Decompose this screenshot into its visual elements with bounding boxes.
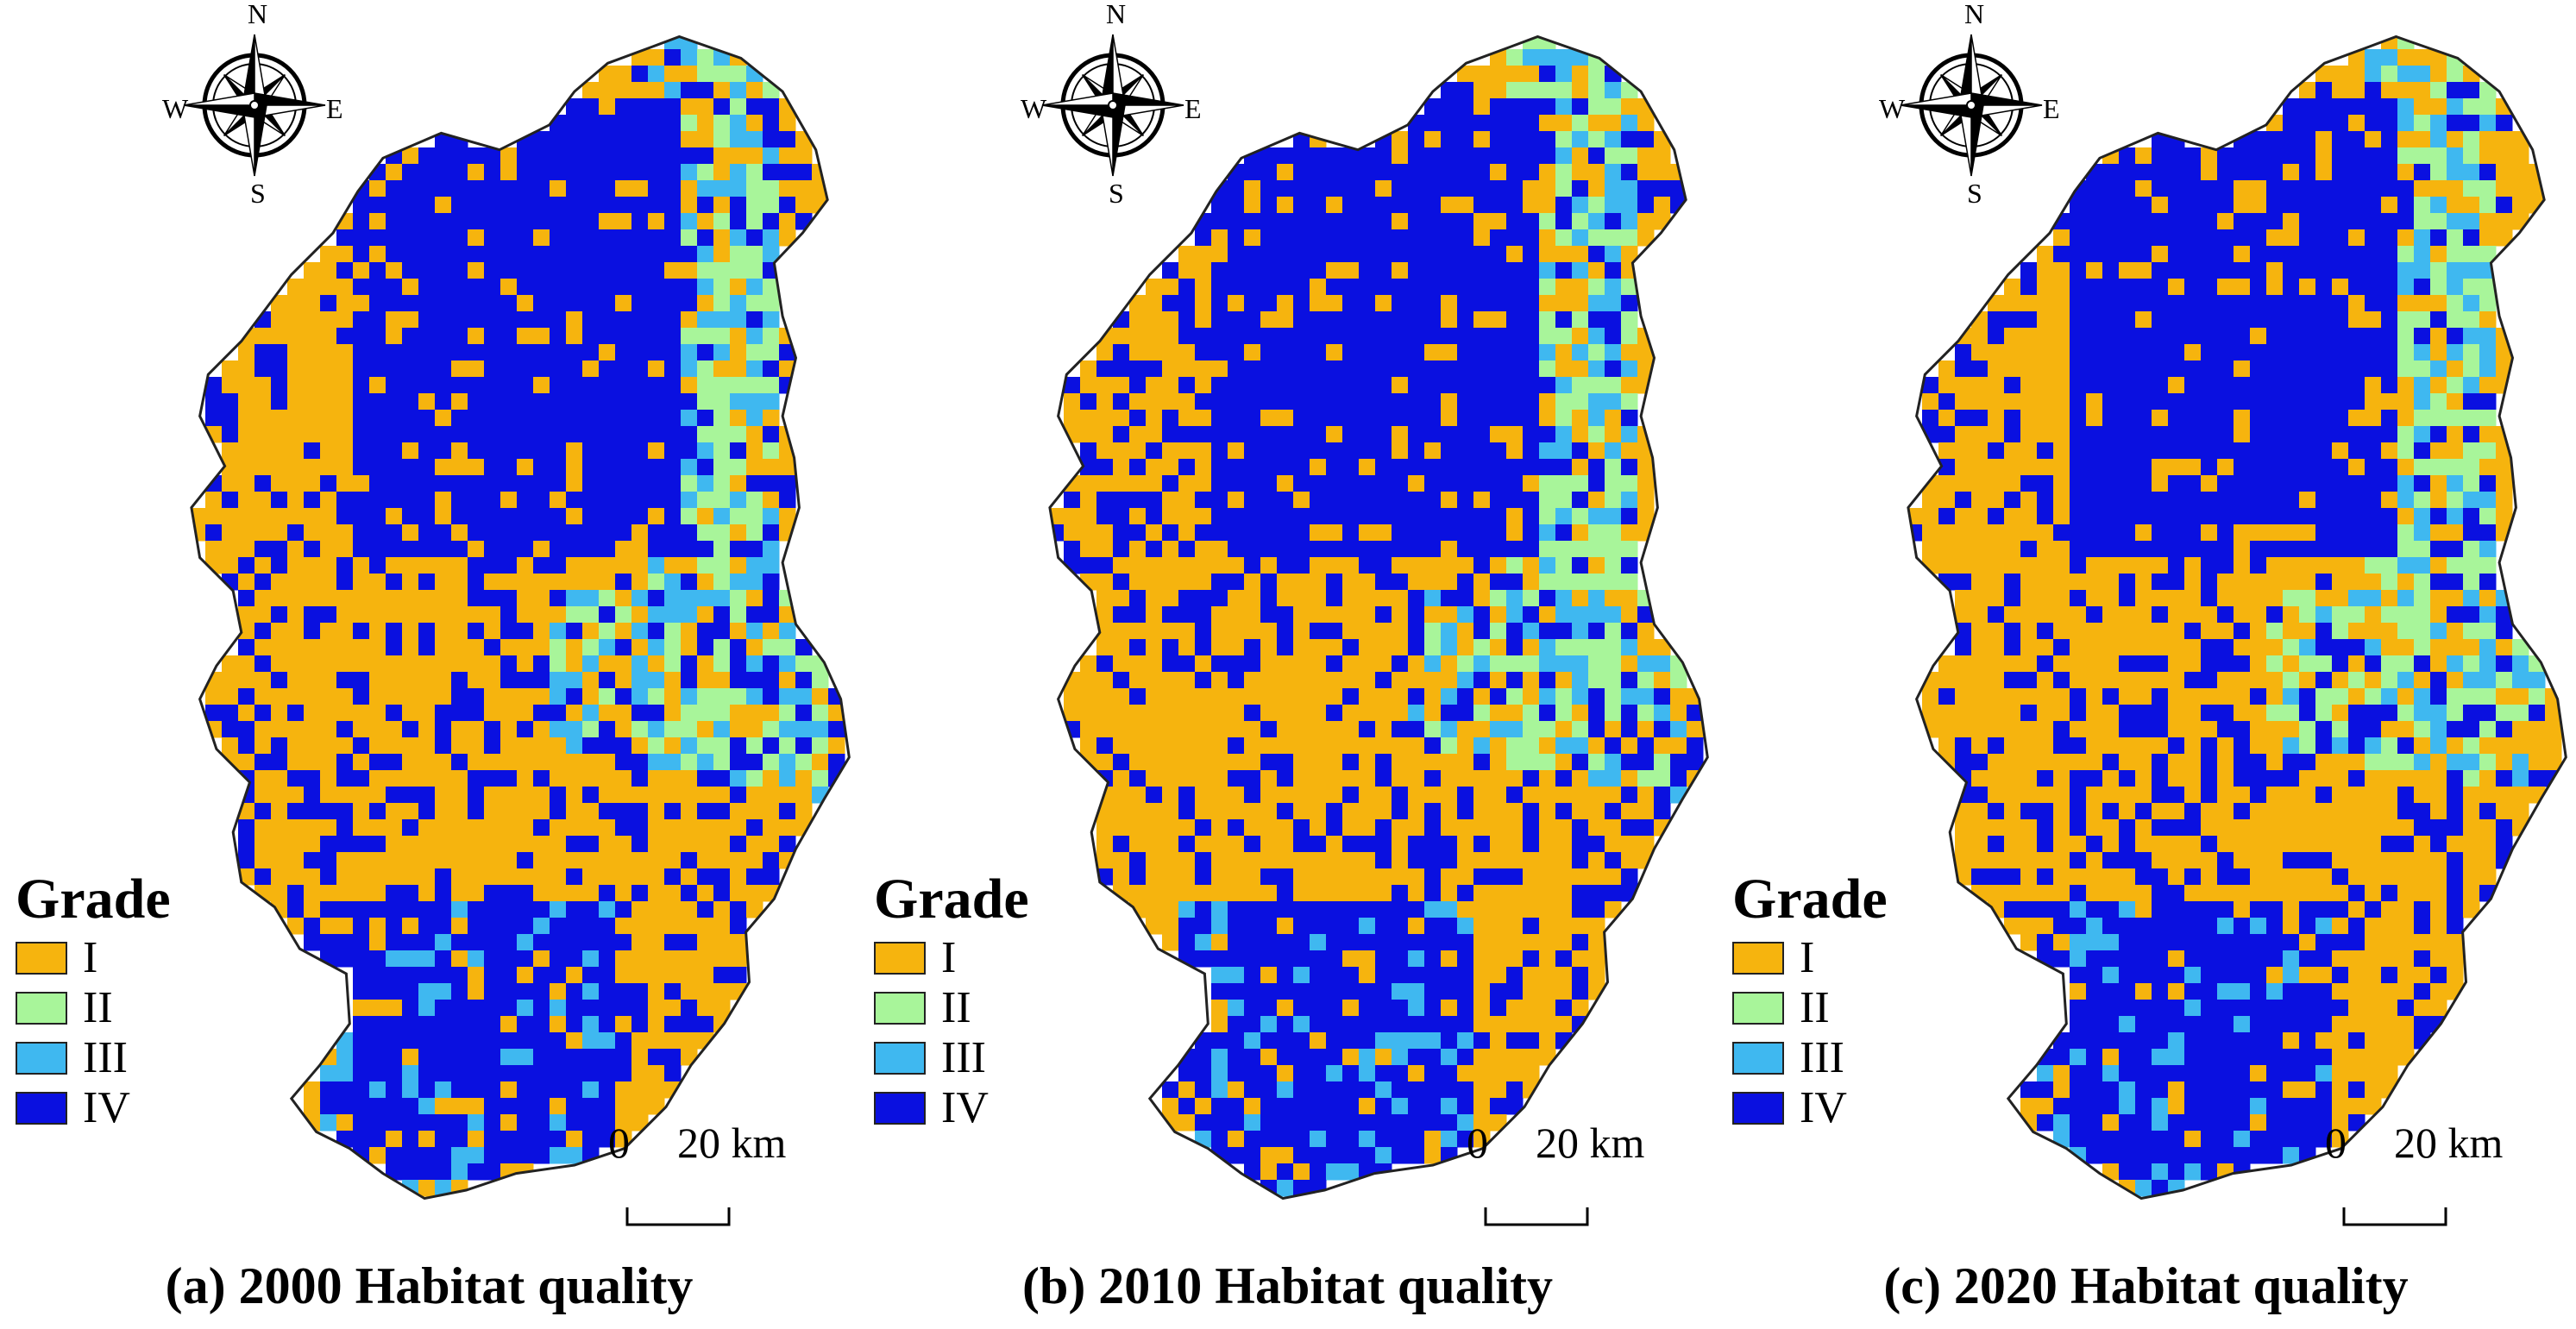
legend-label: IV — [1800, 1083, 1847, 1132]
scale-distance-label: 20 km — [1536, 1119, 1645, 1167]
scale-zero-label: 0 — [608, 1119, 630, 1167]
map-panel-2020: N S E W Grade I II III IV 0 20 km (c) 20… — [1717, 0, 2575, 1329]
compass-rose-icon — [1041, 34, 1184, 177]
compass-south: S — [1109, 178, 1124, 209]
compass-east: E — [326, 93, 343, 124]
legend-swatch — [16, 942, 67, 975]
compass-east: E — [2043, 93, 2060, 124]
compass-rose-icon — [1900, 34, 2043, 177]
legend-title: Grade — [874, 868, 1029, 931]
scale-bar: 0 20 km — [1467, 1121, 1665, 1242]
legend-label: I — [941, 933, 957, 982]
basin-boundary — [1048, 34, 1709, 1200]
habitat-quality-map — [1907, 34, 2567, 1200]
grade-raster — [1049, 36, 1704, 1197]
legend-item-grade-iv: IV — [874, 1083, 1029, 1133]
scale-zero-label: 0 — [2325, 1119, 2347, 1167]
legend-swatch — [1732, 1042, 1784, 1075]
compass-north: N — [1106, 0, 1127, 29]
compass-east: E — [1184, 93, 1202, 124]
legend-swatch — [874, 992, 926, 1025]
legend-swatch — [16, 1092, 67, 1125]
compass-north: N — [1964, 0, 1985, 29]
legend-label: IV — [83, 1083, 130, 1132]
legend-label: IV — [941, 1083, 989, 1132]
habitat-quality-map — [190, 34, 851, 1200]
scale-zero-label: 0 — [1467, 1119, 1488, 1167]
legend: Grade I II III IV — [874, 871, 1029, 1133]
legend-item-grade-i: I — [1732, 933, 1888, 983]
legend-item-grade-ii: II — [874, 983, 1029, 1033]
north-arrow-compass: N S E W — [162, 0, 345, 209]
north-arrow-compass: N S E W — [1879, 0, 2062, 209]
habitat-quality-map — [1048, 34, 1709, 1200]
legend-swatch — [1732, 1092, 1784, 1125]
legend-title: Grade — [1732, 868, 1888, 931]
compass-rose-icon — [183, 34, 326, 177]
compass-west: W — [1879, 93, 1906, 124]
legend-item-grade-i: I — [874, 933, 1029, 983]
legend-item-grade-iii: III — [874, 1033, 1029, 1083]
legend-label: I — [83, 933, 98, 982]
grade-raster — [1907, 36, 2562, 1197]
panel-caption: (a) 2000 Habitat quality — [165, 1257, 694, 1314]
panel-caption: (b) 2010 Habitat quality — [1021, 1257, 1554, 1314]
legend-item-grade-ii: II — [1732, 983, 1888, 1033]
basin-boundary — [190, 34, 851, 1200]
north-arrow-compass: N S E W — [1021, 0, 1203, 209]
legend-swatch — [16, 992, 67, 1025]
scale-distance-label: 20 km — [677, 1119, 787, 1167]
legend: Grade I II III IV — [1732, 871, 1888, 1133]
compass-north: N — [248, 0, 268, 29]
legend-swatch — [874, 1042, 926, 1075]
legend-item-grade-iv: IV — [1732, 1083, 1888, 1133]
grade-raster — [191, 36, 845, 1197]
map-panel-2010: N S E W Grade I II III IV 0 20 km (b) 20… — [858, 0, 1717, 1329]
legend-label: I — [1800, 933, 1815, 982]
scale-bar: 0 20 km — [2325, 1121, 2523, 1242]
scale-distance-label: 20 km — [2394, 1119, 2504, 1167]
scale-bar: 0 20 km — [608, 1121, 807, 1242]
legend-item-grade-ii: II — [16, 983, 171, 1033]
compass-west: W — [1021, 93, 1047, 124]
legend-label: II — [941, 983, 971, 1032]
legend-label: III — [941, 1033, 986, 1082]
legend-title: Grade — [16, 868, 171, 931]
compass-south: S — [1967, 178, 1982, 209]
legend-swatch — [874, 942, 926, 975]
legend-label: II — [83, 983, 113, 1032]
basin-boundary — [1907, 34, 2567, 1200]
scale-bar-line — [1484, 1207, 1589, 1226]
legend-swatch — [16, 1042, 67, 1075]
scale-bar-line — [2342, 1207, 2447, 1226]
compass-west: W — [162, 93, 189, 124]
map-panel-2000: N S E W Grade I II III IV 0 20 km (a) 20… — [0, 0, 858, 1329]
legend: Grade I II III IV — [16, 871, 171, 1133]
legend-label: III — [1800, 1033, 1844, 1082]
legend-item-grade-i: I — [16, 933, 171, 983]
legend-label: III — [83, 1033, 128, 1082]
scale-bar-line — [625, 1207, 731, 1226]
compass-south: S — [250, 178, 266, 209]
legend-item-grade-iv: IV — [16, 1083, 171, 1133]
legend-item-grade-iii: III — [1732, 1033, 1888, 1083]
legend-swatch — [874, 1092, 926, 1125]
legend-item-grade-iii: III — [16, 1033, 171, 1083]
legend-swatch — [1732, 942, 1784, 975]
legend-label: II — [1800, 983, 1830, 1032]
legend-swatch — [1732, 992, 1784, 1025]
panel-caption: (c) 2020 Habitat quality — [1883, 1257, 2409, 1314]
